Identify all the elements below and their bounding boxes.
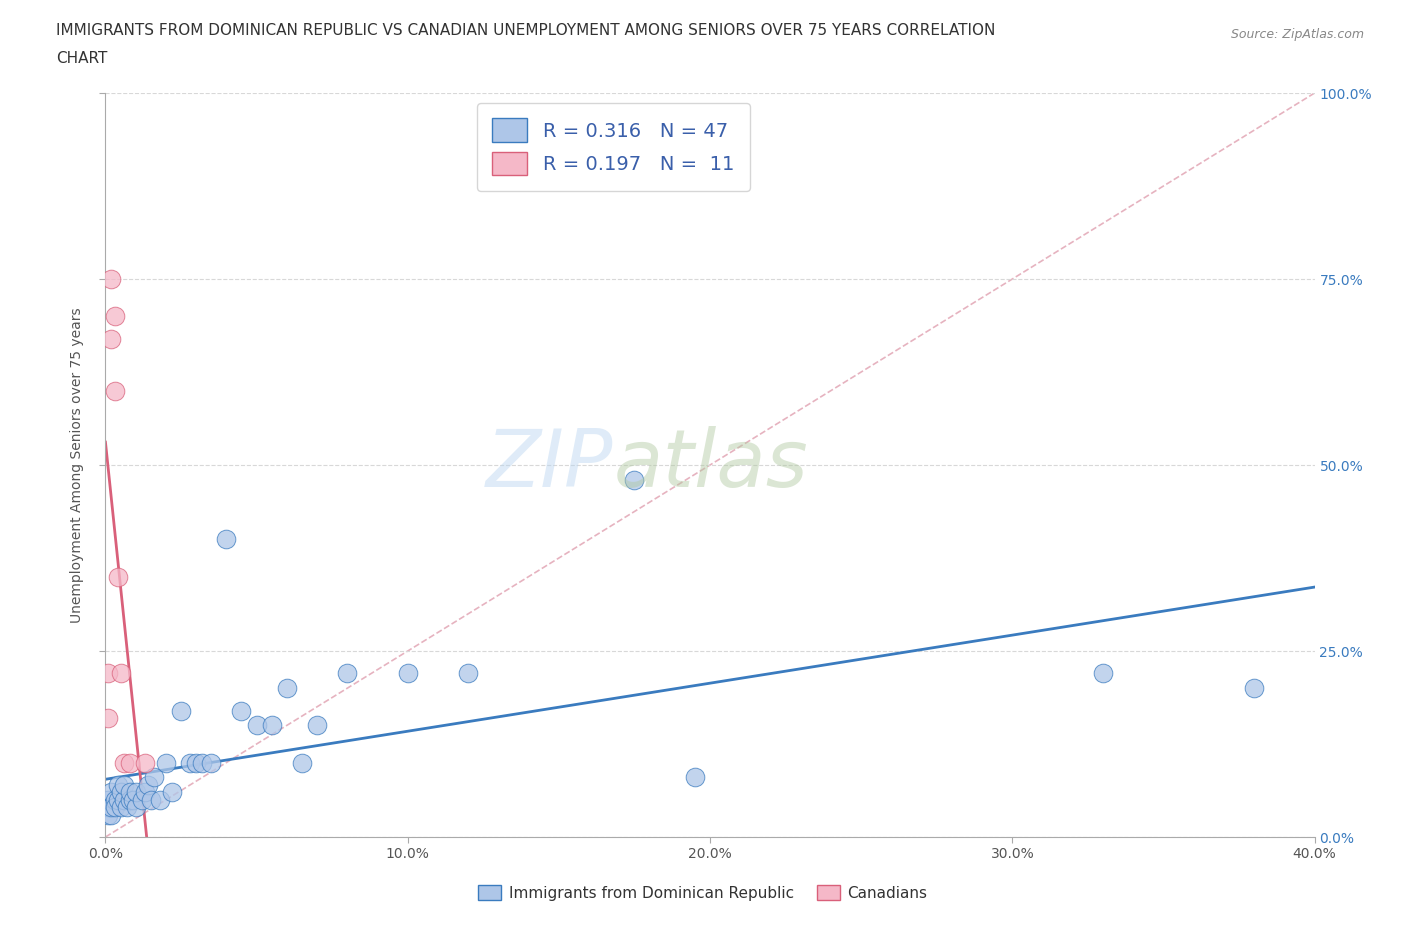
Point bbox=[100, 800, 122, 815]
Point bbox=[121, 792, 143, 807]
Point bbox=[170, 703, 193, 718]
Point bbox=[336, 666, 359, 681]
Point bbox=[276, 681, 298, 696]
Point bbox=[100, 807, 122, 822]
Point bbox=[623, 472, 645, 487]
Point bbox=[115, 800, 138, 815]
Point bbox=[97, 807, 120, 822]
Point bbox=[100, 785, 122, 800]
Point bbox=[112, 777, 135, 792]
Point bbox=[134, 785, 156, 800]
Text: CHART: CHART bbox=[56, 51, 108, 66]
Text: ZIP: ZIP bbox=[486, 426, 613, 504]
Point bbox=[149, 792, 172, 807]
Point bbox=[215, 532, 238, 547]
Point bbox=[125, 785, 148, 800]
Point bbox=[103, 309, 125, 324]
Point bbox=[118, 755, 141, 770]
Point bbox=[142, 770, 165, 785]
Point bbox=[160, 785, 183, 800]
Point bbox=[110, 800, 132, 815]
Point bbox=[100, 272, 122, 286]
Point bbox=[307, 718, 329, 733]
Point bbox=[396, 666, 419, 681]
Legend: R = 0.316   N = 47, R = 0.197   N =  11: R = 0.316 N = 47, R = 0.197 N = 11 bbox=[477, 102, 749, 191]
Point bbox=[246, 718, 269, 733]
Point bbox=[112, 755, 135, 770]
Point bbox=[131, 792, 153, 807]
Point bbox=[112, 792, 135, 807]
Point bbox=[103, 800, 125, 815]
Point bbox=[179, 755, 201, 770]
Y-axis label: Unemployment Among Seniors over 75 years: Unemployment Among Seniors over 75 years bbox=[70, 307, 84, 623]
Point bbox=[1092, 666, 1115, 681]
Point bbox=[291, 755, 314, 770]
Point bbox=[155, 755, 177, 770]
Legend: Immigrants from Dominican Republic, Canadians: Immigrants from Dominican Republic, Cana… bbox=[471, 877, 935, 909]
Point bbox=[231, 703, 253, 718]
Point bbox=[97, 792, 120, 807]
Point bbox=[683, 770, 706, 785]
Text: IMMIGRANTS FROM DOMINICAN REPUBLIC VS CANADIAN UNEMPLOYMENT AMONG SENIORS OVER 7: IMMIGRANTS FROM DOMINICAN REPUBLIC VS CA… bbox=[56, 23, 995, 38]
Point bbox=[110, 666, 132, 681]
Point bbox=[136, 777, 159, 792]
Point bbox=[97, 711, 120, 725]
Point bbox=[107, 792, 129, 807]
Point bbox=[457, 666, 479, 681]
Text: Source: ZipAtlas.com: Source: ZipAtlas.com bbox=[1230, 28, 1364, 41]
Point bbox=[107, 777, 129, 792]
Point bbox=[125, 800, 148, 815]
Point bbox=[118, 785, 141, 800]
Point bbox=[103, 383, 125, 398]
Point bbox=[260, 718, 283, 733]
Point bbox=[107, 569, 129, 584]
Point bbox=[200, 755, 222, 770]
Point bbox=[1243, 681, 1265, 696]
Point bbox=[134, 755, 156, 770]
Point bbox=[186, 755, 208, 770]
Point bbox=[97, 666, 120, 681]
Point bbox=[191, 755, 214, 770]
Point bbox=[118, 792, 141, 807]
Point bbox=[139, 792, 162, 807]
Point bbox=[110, 785, 132, 800]
Point bbox=[97, 800, 120, 815]
Point bbox=[100, 331, 122, 346]
Text: atlas: atlas bbox=[613, 426, 808, 504]
Point bbox=[103, 792, 125, 807]
